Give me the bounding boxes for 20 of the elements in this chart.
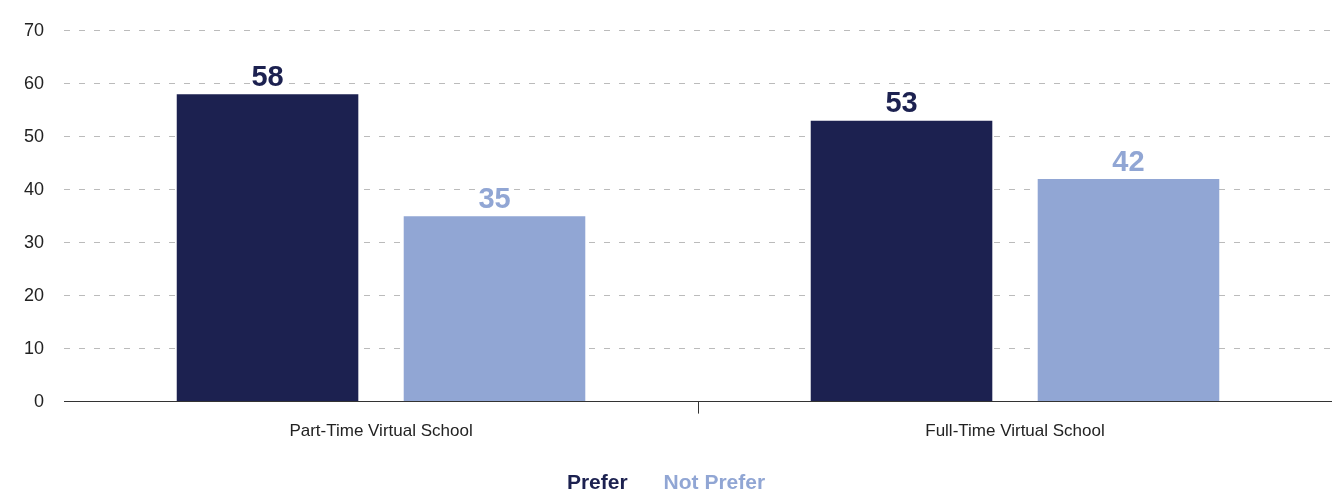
data-label: 35 (478, 181, 511, 214)
y-tick-label: 10 (23, 337, 45, 358)
bar (1037, 179, 1220, 402)
y-tick-label: 20 (23, 284, 45, 305)
data-label: 58 (251, 59, 284, 92)
data-label: 53 (885, 86, 918, 119)
bar (403, 216, 586, 402)
y-tick-label: 50 (23, 125, 45, 146)
bar (810, 120, 993, 402)
y-tick-label: 70 (23, 19, 45, 40)
y-tick-label: 40 (23, 178, 45, 199)
text: Not Prefer (663, 470, 766, 493)
x-tick-label: Full-Time Virtual School (925, 421, 1105, 441)
y-tick-label: 0 (34, 390, 45, 411)
data-label: 42 (1112, 144, 1145, 177)
bar (176, 94, 359, 402)
y-tick-label: 30 (23, 231, 45, 252)
x-tick-label: Part-Time Virtual School (289, 421, 473, 441)
y-tick-label: 60 (23, 72, 45, 93)
text: Prefer (566, 470, 628, 493)
